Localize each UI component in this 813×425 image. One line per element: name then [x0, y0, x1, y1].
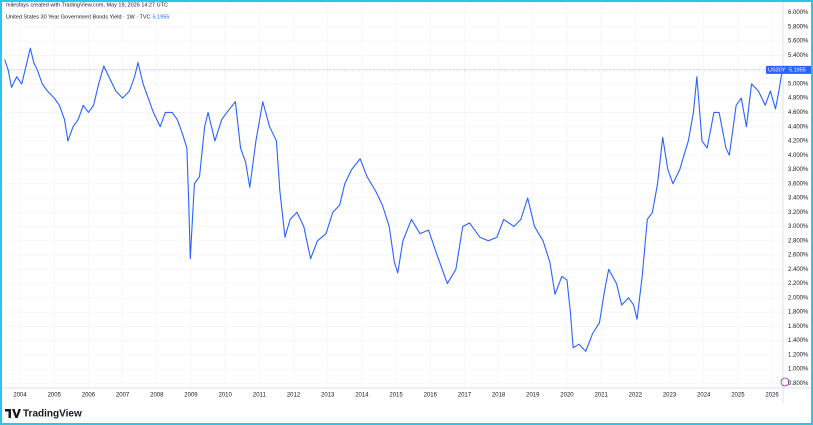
- price-tag: [766, 65, 812, 74]
- x-tick-label: 2005: [48, 393, 62, 399]
- price-line: [4, 47, 783, 352]
- y-tick-label: 4.200%: [788, 139, 809, 145]
- y-tick-label: 3.600%: [788, 181, 809, 187]
- y-tick-label: 5.000%: [788, 81, 809, 87]
- x-tick-label: 2009: [184, 393, 198, 399]
- y-tick-label: 1.800%: [788, 310, 809, 316]
- x-tick-label: 2010: [218, 393, 232, 399]
- x-tick-label: 2016: [424, 393, 438, 399]
- y-tick-label: 2.200%: [788, 281, 809, 287]
- y-tick-label: 1.000%: [788, 367, 809, 373]
- logo: TradingView: [5, 409, 82, 420]
- y-tick-label: 5.400%: [788, 53, 809, 59]
- x-tick-label: 2008: [150, 393, 164, 399]
- y-tick-label: 5.600%: [788, 39, 809, 45]
- y-tick-label: 3.000%: [788, 224, 809, 230]
- y-tick-label: 0.800%: [788, 381, 809, 387]
- y-tick-label: 1.200%: [788, 352, 809, 358]
- y-tick-label: 4.400%: [788, 124, 809, 130]
- x-tick-label: 2017: [458, 393, 472, 399]
- x-tick-label: 2006: [82, 393, 96, 399]
- x-tick-label: 2014: [355, 393, 369, 399]
- x-tick-label: 2020: [560, 393, 574, 399]
- brand: TradingView: [23, 409, 82, 420]
- price-tag-value: 5.1955: [789, 67, 806, 73]
- y-tick-label: 5.800%: [788, 24, 809, 30]
- x-tick-label: 2026: [765, 393, 779, 399]
- logo-icon: [5, 409, 21, 418]
- x-tick-label: 2018: [492, 393, 506, 399]
- y-tick-label: 2.000%: [788, 295, 809, 301]
- x-tick-label: 2021: [594, 393, 608, 399]
- y-tick-label: 3.200%: [788, 210, 809, 216]
- y-tick-label: 3.800%: [788, 167, 809, 173]
- x-tick-label: 2024: [697, 393, 711, 399]
- y-tick-label: 3.400%: [788, 196, 809, 202]
- x-tick-label: 2022: [629, 393, 643, 399]
- x-tick-label: 2004: [13, 393, 27, 399]
- price-tag-name: US30Y: [768, 67, 786, 73]
- x-tick-label: 2013: [321, 393, 335, 399]
- attribution: milesfays created with TradingView.com, …: [6, 2, 168, 8]
- alert-icon[interactable]: [780, 377, 790, 387]
- x-tick-label: 2012: [287, 393, 301, 399]
- symbol-title: United States 30 Year Government Bonds Y…: [6, 14, 151, 20]
- y-tick-label: 6.000%: [788, 10, 809, 16]
- y-tick-label: 4.800%: [788, 96, 809, 102]
- y-tick-label: 2.400%: [788, 267, 809, 273]
- y-tick-label: 2.800%: [788, 238, 809, 244]
- y-tick-label: 4.000%: [788, 153, 809, 159]
- x-tick-label: 2019: [526, 393, 540, 399]
- y-tick-label: 2.600%: [788, 253, 809, 259]
- y-tick-label: 1.600%: [788, 324, 809, 330]
- x-tick-label: 2011: [253, 393, 267, 399]
- header-last-value: 5.1955: [153, 14, 170, 20]
- x-tick-label: 2015: [389, 393, 403, 399]
- x-tick-label: 2023: [663, 393, 677, 399]
- y-tick-label: 4.600%: [788, 110, 809, 116]
- x-tick-label: 2007: [116, 393, 130, 399]
- y-tick-label: 1.400%: [788, 338, 809, 344]
- x-tick-label: 2025: [731, 393, 745, 399]
